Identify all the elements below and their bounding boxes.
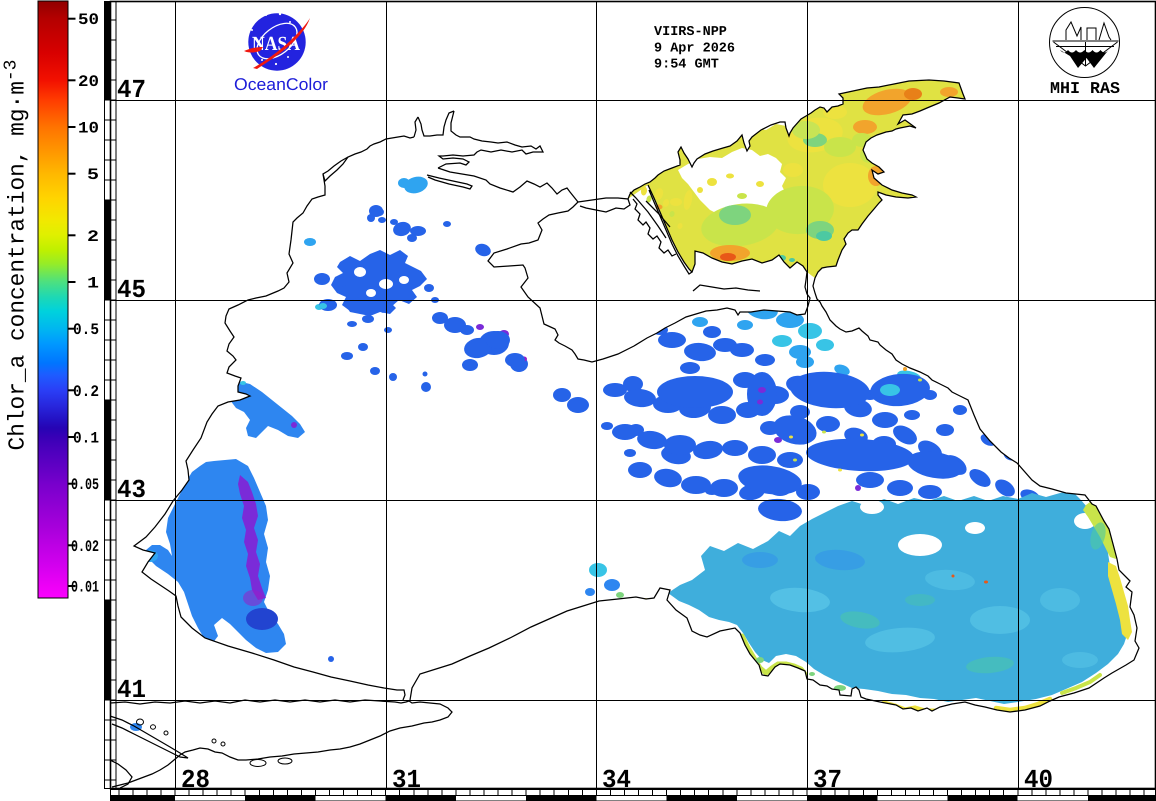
svg-text:0.01: 0.01	[71, 579, 99, 597]
svg-text:5: 5	[87, 166, 99, 184]
svg-text:43: 43	[117, 475, 146, 505]
svg-text:Chlor_a concentration, mg·m-3: Chlor_a concentration, mg·m-3	[2, 60, 31, 451]
svg-text:45: 45	[117, 275, 146, 305]
svg-text:37: 37	[813, 765, 842, 795]
svg-text:9 Apr 2026: 9 Apr 2026	[654, 42, 735, 57]
svg-text:34: 34	[602, 765, 631, 795]
svg-text:1: 1	[87, 275, 99, 293]
svg-text:0.02: 0.02	[71, 538, 99, 556]
svg-text:0.2: 0.2	[73, 383, 99, 401]
svg-text:50: 50	[78, 11, 99, 29]
svg-text:VIIRS-NPP: VIIRS-NPP	[654, 25, 727, 40]
svg-text:20: 20	[78, 73, 99, 91]
svg-text:9:54 GMT: 9:54 GMT	[654, 58, 719, 73]
svg-text:0.05: 0.05	[71, 476, 99, 494]
svg-text:47: 47	[117, 75, 146, 105]
svg-text:31: 31	[392, 765, 421, 795]
svg-text:0.1: 0.1	[73, 430, 99, 448]
svg-text:10: 10	[78, 120, 99, 138]
svg-text:40: 40	[1024, 765, 1053, 795]
svg-text:MHI RAS: MHI RAS	[1050, 79, 1120, 98]
svg-text:OceanColor: OceanColor	[234, 75, 328, 94]
svg-text:2: 2	[87, 228, 99, 246]
svg-text:0.5: 0.5	[73, 321, 99, 339]
svg-text:NASA: NASA	[252, 33, 300, 55]
svg-text:41: 41	[117, 675, 146, 705]
svg-text:28: 28	[181, 765, 210, 795]
